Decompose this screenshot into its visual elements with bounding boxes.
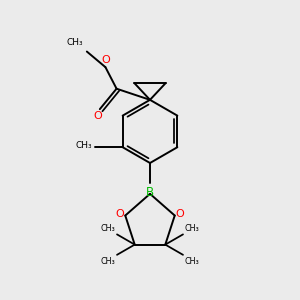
Text: CH₃: CH₃ [100, 224, 115, 232]
Text: CH₃: CH₃ [67, 38, 83, 47]
Text: CH₃: CH₃ [185, 224, 200, 232]
Text: O: O [102, 56, 110, 65]
Text: O: O [94, 111, 102, 121]
Text: CH₃: CH₃ [185, 257, 200, 266]
Text: CH₃: CH₃ [100, 257, 115, 266]
Text: O: O [116, 209, 124, 219]
Text: B: B [146, 186, 154, 200]
Text: CH₃: CH₃ [75, 141, 92, 150]
Text: O: O [176, 209, 184, 219]
